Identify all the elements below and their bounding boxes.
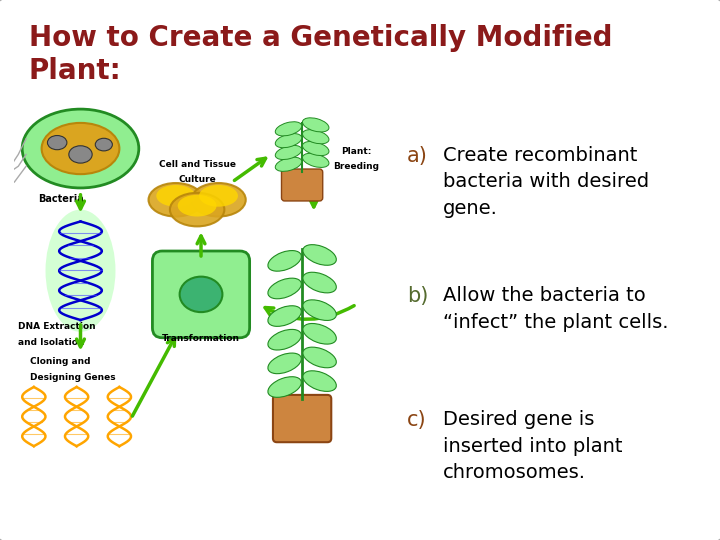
Ellipse shape (268, 377, 302, 397)
Text: How to Create a Genetically Modified: How to Create a Genetically Modified (29, 24, 612, 52)
Ellipse shape (22, 109, 139, 188)
Ellipse shape (303, 347, 336, 368)
Ellipse shape (302, 118, 329, 132)
Text: DNA Extraction: DNA Extraction (18, 322, 96, 331)
Ellipse shape (268, 353, 302, 374)
Text: Breeding: Breeding (333, 163, 379, 171)
Ellipse shape (302, 141, 329, 156)
Ellipse shape (303, 272, 336, 293)
Ellipse shape (303, 371, 336, 392)
Ellipse shape (192, 183, 246, 217)
Text: Culture: Culture (179, 175, 216, 184)
Ellipse shape (268, 251, 302, 271)
FancyBboxPatch shape (273, 395, 331, 442)
Ellipse shape (303, 300, 336, 320)
Ellipse shape (303, 245, 336, 265)
Ellipse shape (148, 183, 203, 217)
Ellipse shape (42, 123, 120, 174)
Ellipse shape (178, 195, 217, 217)
Ellipse shape (275, 122, 302, 136)
Ellipse shape (268, 278, 302, 299)
Text: and Isolation: and Isolation (18, 338, 85, 347)
Ellipse shape (199, 185, 238, 207)
Text: b): b) (407, 286, 428, 306)
Ellipse shape (275, 145, 302, 159)
Ellipse shape (156, 185, 195, 207)
Ellipse shape (45, 210, 115, 332)
Text: Plant:: Plant: (341, 146, 372, 156)
Ellipse shape (95, 138, 112, 151)
Ellipse shape (268, 306, 302, 326)
Ellipse shape (275, 133, 302, 148)
Ellipse shape (302, 130, 329, 144)
Text: Plant:: Plant: (29, 57, 122, 85)
Text: c): c) (407, 410, 426, 430)
Ellipse shape (69, 146, 92, 163)
Text: Allow the bacteria to
“infect” the plant cells.: Allow the bacteria to “infect” the plant… (443, 286, 668, 332)
Ellipse shape (48, 136, 67, 150)
Ellipse shape (275, 157, 302, 171)
Ellipse shape (180, 276, 222, 312)
Text: Designing Genes: Designing Genes (30, 373, 116, 382)
Text: Desired gene is
inserted into plant
chromosomes.: Desired gene is inserted into plant chro… (443, 410, 622, 482)
FancyBboxPatch shape (282, 169, 323, 201)
Text: Transformation: Transformation (162, 334, 240, 343)
Ellipse shape (302, 153, 329, 167)
Ellipse shape (268, 329, 302, 350)
Text: Bacteria: Bacteria (38, 194, 84, 204)
Text: a): a) (407, 146, 428, 166)
FancyBboxPatch shape (153, 251, 250, 338)
Ellipse shape (303, 323, 336, 344)
Ellipse shape (170, 193, 225, 226)
Text: Cloning and: Cloning and (30, 357, 91, 367)
Text: Create recombinant
bacteria with desired
gene.: Create recombinant bacteria with desired… (443, 146, 649, 218)
Text: Cell and Tissue: Cell and Tissue (158, 160, 235, 170)
